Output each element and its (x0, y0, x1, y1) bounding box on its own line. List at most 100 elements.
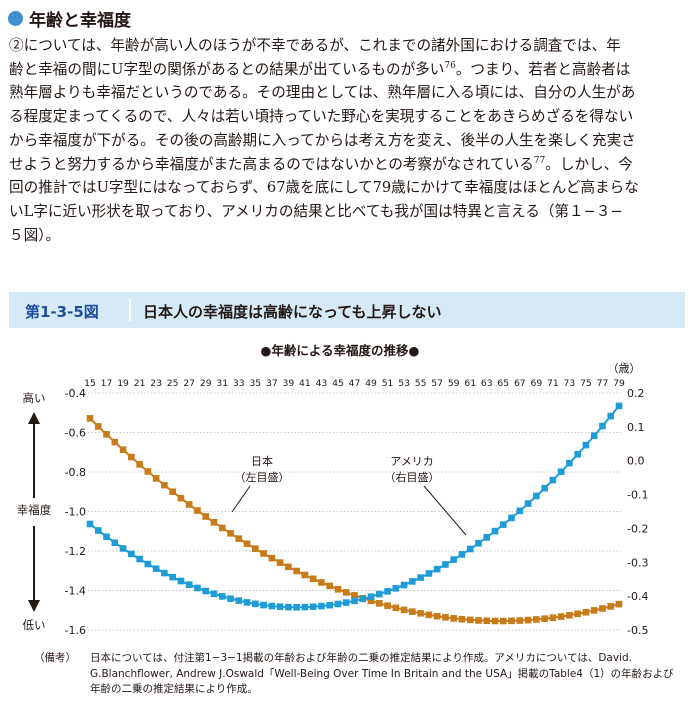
right-axis-tick-label: -0.1 (627, 489, 648, 502)
usa-data-point (384, 588, 391, 595)
japan-data-point (607, 603, 615, 610)
usa-data-point (276, 603, 284, 610)
usa-data-point (375, 590, 383, 598)
x-tick-label: 79 (613, 378, 625, 389)
usa-data-point (524, 500, 532, 507)
right-axis-tick-label: 0.2 (627, 387, 645, 400)
japan-data-point (334, 585, 342, 593)
x-tick-label: 15 (84, 378, 96, 389)
japan-data-point (516, 617, 524, 624)
x-tick-label: 37 (266, 378, 278, 389)
bullet-dot-icon (8, 10, 23, 26)
usa-data-point (400, 581, 408, 589)
x-tick-label: 33 (233, 378, 245, 389)
usa-data-point (169, 573, 176, 581)
x-tick-label: 77 (597, 378, 609, 389)
paragraph-line: 回の推計ではU字型にはなっておらず、67歳を底にして79歳にかけて幸福度はほとん… (9, 179, 639, 197)
japan-axis-note: （左目盛） (235, 470, 290, 484)
x-tick-label: 69 (530, 378, 542, 389)
usa-data-point (268, 602, 276, 610)
japan-data-point (276, 559, 284, 566)
usa-data-point (499, 521, 507, 528)
japan-data-point (342, 589, 350, 596)
japan-data-point (557, 613, 565, 620)
usa-data-point (227, 595, 234, 602)
x-tick-label: 25 (167, 378, 179, 389)
japan-label-leader (231, 485, 251, 513)
japan-data-point (218, 524, 226, 532)
japan-data-point (433, 612, 441, 620)
usa-data-point (144, 560, 152, 568)
usa-data-point (342, 599, 350, 606)
up-arrow-icon (28, 412, 40, 424)
body-paragraph: ②については、年齢が高い人のほうが不幸であるが、これまでの諸外国における調査では… (9, 34, 685, 247)
usa-data-point (119, 545, 127, 552)
japan-data-point (243, 540, 251, 548)
left-axis-tick-label: -0.8 (65, 466, 86, 479)
japan-data-point (128, 453, 135, 461)
japan-data-point (161, 481, 168, 489)
paragraph-line: 齢と幸福の間にU字型の関係があるとの結果が出ているものが多い76。つまり、若者と… (9, 58, 685, 82)
japan-data-point (533, 616, 540, 623)
japan-data-point (491, 617, 499, 625)
x-unit-label: （歳） (608, 362, 641, 375)
japan-data-point (590, 607, 598, 614)
japan-data-point (119, 446, 127, 453)
japan-data-point (111, 438, 119, 446)
usa-data-point (136, 555, 143, 563)
japan-data-point (194, 507, 201, 514)
japan-series-label: 日本 (251, 454, 273, 468)
left-axis-tick-label: -1.2 (65, 545, 86, 558)
paragraph-line: せようと努力するから幸福度がまた高まるのではないかとの考察がなされている77。し… (9, 153, 685, 177)
left-axis-tick-label: -1.6 (65, 624, 86, 637)
usa-data-point (334, 600, 342, 608)
right-axis-tick-label: -0.3 (627, 556, 648, 569)
x-tick-label: 27 (183, 378, 195, 389)
left-axis-tick-label: -0.4 (65, 387, 86, 400)
scale-middle-label: 幸福度 (17, 503, 52, 517)
usa-data-point (442, 561, 449, 568)
x-tick-label: 63 (481, 378, 493, 389)
figure-header: 第1-3-5図 日本人の幸福度は高齢になっても上昇しない (9, 292, 685, 328)
usa-data-point (574, 450, 581, 458)
x-tick-label: 71 (547, 378, 559, 389)
x-tick-label: 23 (150, 378, 162, 389)
japan-data-point (475, 617, 482, 624)
japan-data-point (400, 606, 408, 614)
japan-data-point (318, 579, 325, 586)
x-tick-label: 35 (249, 378, 261, 389)
japan-data-point (169, 488, 176, 496)
usa-data-point (590, 432, 598, 440)
japan-data-point (541, 615, 548, 622)
x-tick-label: 65 (497, 378, 509, 389)
usa-data-point (491, 527, 499, 535)
x-tick-label: 31 (216, 378, 228, 389)
usa-data-point (466, 545, 474, 553)
down-arrow-icon (28, 600, 40, 612)
usa-data-point (533, 492, 540, 500)
notes-label: （備考） (34, 652, 76, 664)
japan-data-point (293, 567, 300, 575)
x-tick-label: 17 (101, 378, 113, 389)
right-axis-tick-label: -0.2 (627, 522, 648, 535)
usa-data-point (409, 578, 416, 585)
section-title: 年齢と幸福度 (29, 10, 131, 31)
usa-data-point (607, 412, 615, 420)
usa-data-point (103, 533, 110, 541)
japan-data-point (458, 615, 466, 623)
paragraph-line: る程度定まってくるので、人々は若い頃持っていた野心を実現することをあきらめざるを… (9, 108, 634, 126)
japan-data-point (615, 600, 623, 608)
figure-title: 日本人の幸福度は高齢になっても上昇しない (143, 303, 442, 321)
usa-data-point (549, 476, 557, 484)
japan-data-point (442, 614, 449, 621)
happiness-scale: 高い 幸福度 低い (17, 391, 52, 632)
paragraph-text: せようと努力するから幸福度がまた高まるのではないかとの考察がなされている (9, 155, 534, 173)
japan-data-point (499, 617, 507, 625)
scale-low-label: 低い (23, 618, 46, 632)
x-tick-label: 39 (283, 378, 295, 389)
right-axis-tick-label: 0.0 (627, 455, 645, 468)
chart-title: ●年齢による幸福度の推移● (261, 343, 420, 358)
x-tick-label: 57 (431, 378, 443, 389)
usa-data-point (260, 601, 267, 609)
usa-data-point (392, 584, 400, 592)
